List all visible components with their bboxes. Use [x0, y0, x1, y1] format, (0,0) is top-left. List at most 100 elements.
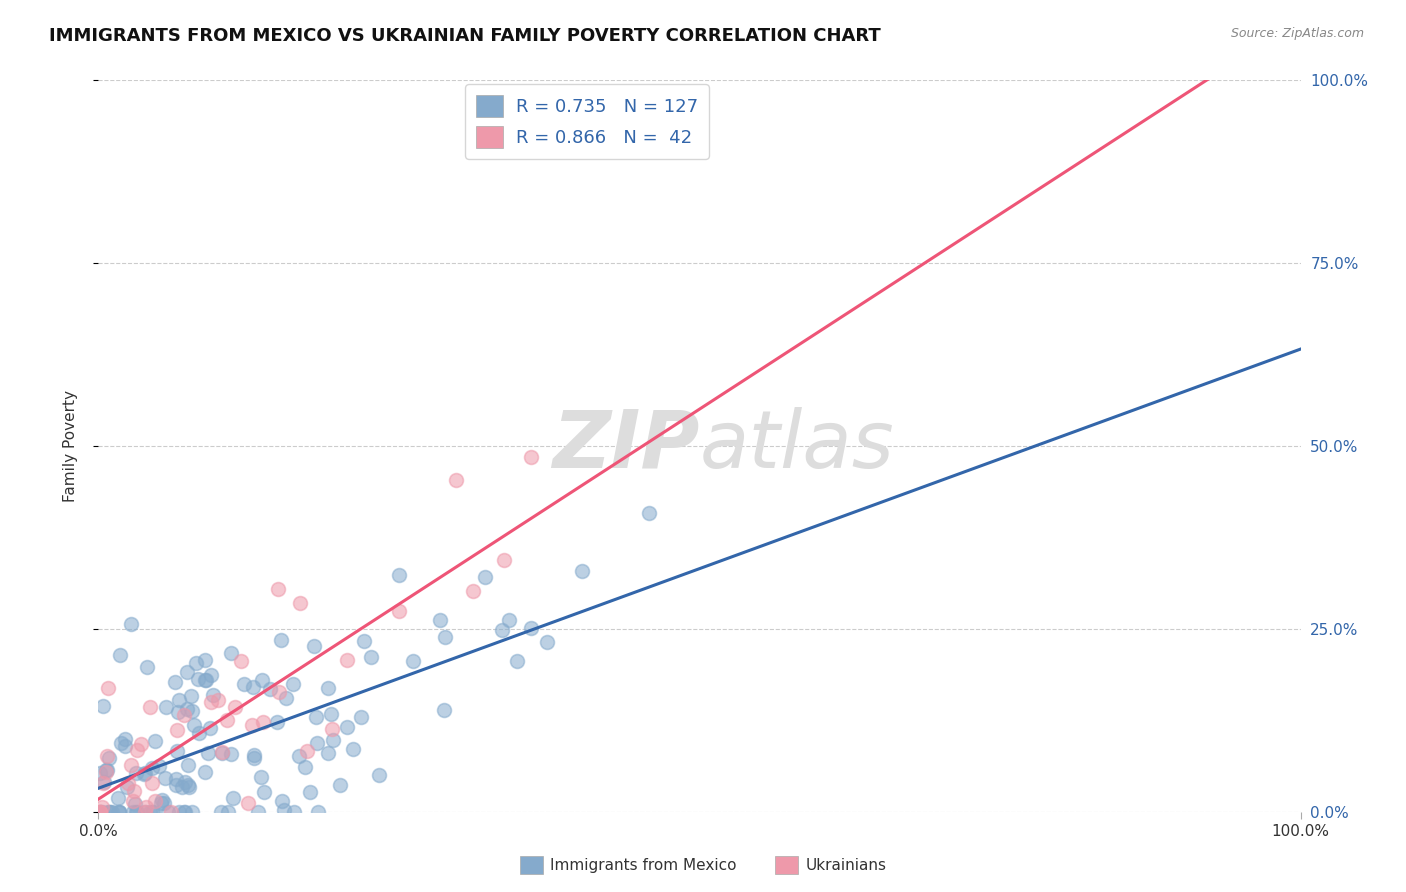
Point	[232, 676, 254, 690]
Point	[143, 733, 166, 747]
Point	[120, 757, 142, 772]
Point	[160, 805, 183, 819]
Point	[322, 733, 344, 747]
Point	[141, 805, 163, 819]
Text: ZIP: ZIP	[553, 407, 699, 485]
Point	[283, 677, 305, 691]
Point	[142, 805, 165, 819]
Y-axis label: Family Poverty: Family Poverty	[63, 390, 77, 502]
Point	[270, 632, 292, 647]
Point	[181, 805, 204, 819]
Point	[176, 665, 198, 679]
Point	[219, 747, 242, 761]
Point	[253, 785, 276, 799]
Point	[242, 751, 264, 765]
Point	[319, 707, 342, 722]
Point	[121, 617, 143, 632]
Point	[91, 805, 114, 819]
Point	[114, 739, 136, 753]
Point	[97, 681, 120, 695]
Point	[153, 796, 176, 810]
Point	[209, 805, 232, 819]
Point	[173, 708, 195, 723]
Point	[266, 714, 288, 729]
Point	[98, 805, 121, 819]
Point	[316, 681, 339, 695]
Point	[134, 805, 156, 819]
Point	[167, 693, 190, 707]
Point	[153, 771, 176, 785]
Point	[122, 784, 145, 798]
Point	[91, 776, 114, 790]
Point	[94, 765, 117, 780]
Point	[165, 778, 187, 792]
Point	[194, 673, 217, 687]
Point	[207, 692, 229, 706]
Point	[96, 763, 118, 777]
Point	[211, 746, 233, 760]
Point	[224, 700, 246, 714]
Point	[174, 805, 197, 819]
Point	[101, 805, 124, 819]
Point	[434, 630, 457, 644]
Point	[125, 805, 148, 819]
Point	[89, 805, 111, 819]
Point	[491, 624, 513, 638]
Point	[167, 805, 190, 819]
Point	[287, 749, 309, 764]
Point	[302, 639, 325, 653]
Point	[222, 791, 245, 805]
Text: Source: ZipAtlas.com: Source: ZipAtlas.com	[1230, 27, 1364, 40]
Point	[198, 721, 221, 735]
Point	[93, 698, 115, 713]
Point	[187, 672, 209, 686]
Text: IMMIGRANTS FROM MEXICO VS UKRAINIAN FAMILY POVERTY CORRELATION CHART: IMMIGRANTS FROM MEXICO VS UKRAINIAN FAMI…	[49, 27, 882, 45]
Point	[115, 780, 138, 794]
Point	[520, 450, 543, 464]
Point	[269, 685, 291, 699]
Point	[136, 660, 159, 674]
Point	[166, 723, 188, 737]
Point	[173, 805, 195, 819]
Point	[536, 635, 558, 649]
Point	[156, 805, 179, 819]
Point	[96, 763, 118, 777]
Point	[180, 689, 202, 703]
Point	[297, 744, 319, 758]
Point	[139, 700, 162, 714]
Point	[166, 743, 188, 757]
Point	[134, 805, 156, 819]
Point	[638, 506, 661, 520]
Point	[350, 710, 373, 724]
Point	[388, 568, 411, 582]
Point	[184, 656, 207, 670]
Point	[276, 690, 298, 705]
Point	[307, 805, 329, 819]
Point	[110, 736, 132, 750]
Point	[242, 681, 264, 695]
Point	[89, 805, 111, 819]
Point	[177, 758, 200, 772]
Point	[200, 695, 222, 709]
Point	[252, 673, 274, 688]
Point	[240, 718, 263, 732]
Point	[353, 634, 375, 648]
Point	[97, 751, 120, 765]
Point	[461, 584, 484, 599]
Point	[200, 667, 222, 681]
Point	[132, 767, 155, 781]
Point	[342, 742, 364, 756]
Point	[236, 796, 259, 810]
Point	[91, 799, 114, 814]
Point	[402, 654, 425, 668]
Point	[93, 774, 115, 789]
Point	[202, 688, 225, 702]
Point	[121, 794, 143, 808]
Point	[197, 746, 219, 760]
Point	[194, 765, 217, 780]
Point	[135, 799, 157, 814]
Point	[194, 673, 217, 687]
Point	[183, 718, 205, 732]
Point	[108, 648, 131, 662]
Point	[150, 797, 173, 811]
